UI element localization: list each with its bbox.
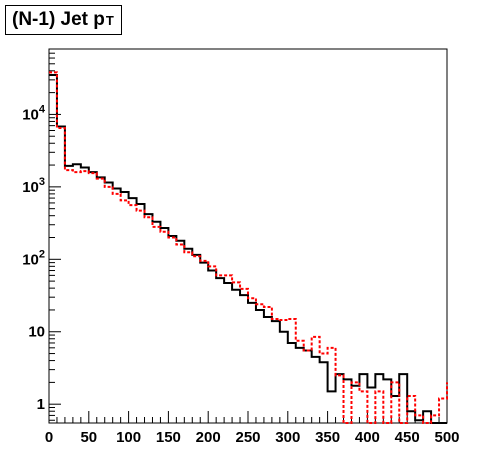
x-tick-label: 350 bbox=[315, 429, 340, 446]
y-tick-label: 104 bbox=[22, 103, 46, 123]
x-tick-label: 500 bbox=[434, 429, 459, 446]
histogram-series-1 bbox=[49, 74, 447, 424]
y-tick-base: 10 bbox=[28, 324, 45, 341]
x-tick-label: 300 bbox=[275, 429, 300, 446]
y-tick-base: 10 bbox=[22, 251, 39, 268]
x-axis-ticks: 0 50 100 150 200 250 300 350 400 450 500 bbox=[45, 411, 460, 446]
x-tick-label: 50 bbox=[80, 429, 97, 446]
chart-title-text: (N-1) Jet p bbox=[12, 9, 105, 30]
x-tick-label: 450 bbox=[395, 429, 420, 446]
y-tick-label: 10 bbox=[28, 324, 45, 341]
y-tick-exponent: 3 bbox=[39, 176, 45, 188]
x-tick-label: 150 bbox=[156, 429, 181, 446]
series-group bbox=[49, 71, 448, 424]
y-tick-exponent: 2 bbox=[39, 248, 45, 260]
x-tick-label: 200 bbox=[196, 429, 221, 446]
x-tick-label: 0 bbox=[45, 429, 53, 446]
y-tick-exponent: 4 bbox=[39, 103, 46, 115]
x-tick-label: 100 bbox=[116, 429, 141, 446]
histogram-series-2 bbox=[49, 71, 448, 424]
plot-frame bbox=[48, 48, 448, 424]
chart-title-subscript: T bbox=[105, 12, 114, 28]
y-tick-label: 103 bbox=[22, 176, 45, 196]
y-tick-label: 102 bbox=[22, 248, 45, 268]
y-tick-base: 1 bbox=[37, 396, 45, 413]
y-tick-base: 10 bbox=[22, 106, 39, 123]
y-tick-label: 1 bbox=[37, 396, 45, 413]
y-tick-base: 10 bbox=[22, 179, 39, 196]
x-tick-label: 400 bbox=[355, 429, 380, 446]
x-tick-label: 250 bbox=[235, 429, 260, 446]
